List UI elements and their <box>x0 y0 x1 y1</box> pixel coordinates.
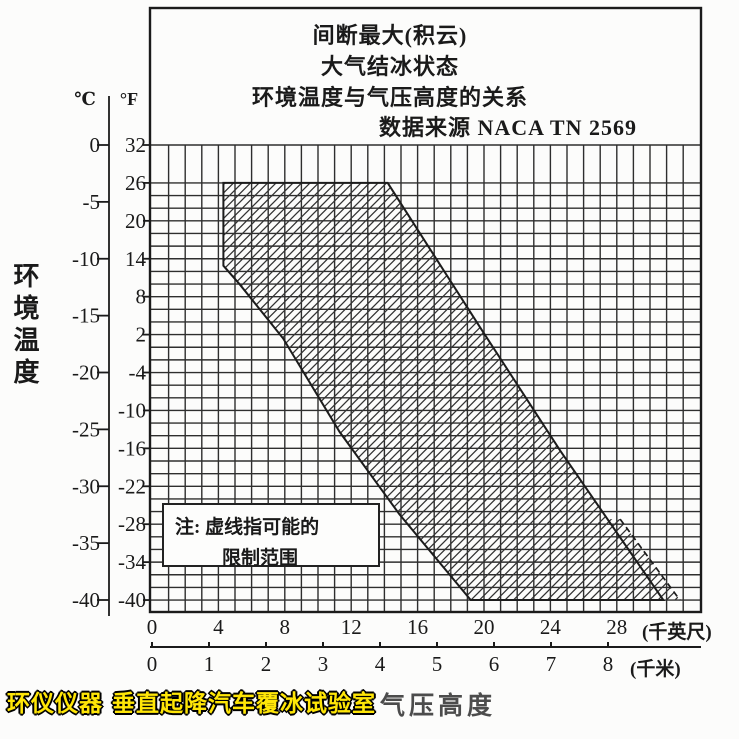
chart-title-line-3: 环境温度与气压高度的关系 <box>251 85 528 110</box>
km-tick-label: 4 <box>375 652 386 676</box>
feet-tick-label: 20 <box>474 615 495 639</box>
fahrenheit-axis <box>143 144 150 601</box>
feet-tick-label: 16 <box>407 615 428 639</box>
km-tick-label: 2 <box>261 652 272 676</box>
icing-envelope-region <box>222 181 681 601</box>
fahrenheit-unit-label: °F <box>119 89 139 109</box>
watermark-text: 环仪仪器 垂直起降汽车覆冰试验室 <box>7 691 377 717</box>
dashed-limit-line <box>619 518 681 601</box>
dashed-extension-hatch <box>607 519 680 600</box>
chart-title-line-2: 大气结冰状态 <box>320 54 459 79</box>
c-tick-label: -25 <box>72 417 100 441</box>
km-tick-label: 1 <box>204 652 215 676</box>
f-tick-label: -34 <box>118 550 146 574</box>
celsius-unit-label: ℃ <box>74 89 96 109</box>
feet-tick-label: 4 <box>213 615 224 639</box>
feet-tick-label: 24 <box>540 615 562 639</box>
f-tick-label: -10 <box>118 398 146 422</box>
c-tick-label: -20 <box>72 361 100 385</box>
x-axis-title: 气压高度 <box>380 693 497 720</box>
note-line-1: 注: 虚线指可能的 <box>175 517 320 538</box>
note-line-2: 限制范围 <box>222 548 299 569</box>
feet-tick-label: 28 <box>606 615 627 639</box>
f-tick-label: -4 <box>129 361 147 385</box>
celsius-axis <box>97 96 110 616</box>
c-tick-label: -40 <box>72 588 100 612</box>
feet-axis-unit: (千英尺) <box>642 622 712 643</box>
c-tick-label: -10 <box>72 247 100 271</box>
km-tick-label: 0 <box>147 652 158 676</box>
km-axis <box>150 642 701 648</box>
f-tick-label: -22 <box>118 474 146 498</box>
feet-tick-label: 12 <box>341 615 362 639</box>
c-tick-label: -5 <box>83 190 101 214</box>
chart-data-source: 数据来源 NACA TN 2569 <box>378 115 637 140</box>
km-tick-label: 8 <box>603 652 614 676</box>
km-axis-unit: (千米) <box>630 659 681 680</box>
f-tick-label: -16 <box>118 436 146 460</box>
c-tick-label: 0 <box>90 133 101 157</box>
f-tick-label: 26 <box>125 171 146 195</box>
feet-tick-label: 8 <box>280 615 291 639</box>
f-tick-label: 20 <box>125 209 146 233</box>
f-tick-label: 32 <box>125 133 146 157</box>
km-tick-label: 6 <box>489 652 500 676</box>
f-tick-label: 14 <box>125 247 147 271</box>
km-tick-label: 3 <box>318 652 329 676</box>
envelope-boundary <box>222 181 666 601</box>
c-tick-label: -15 <box>72 304 100 328</box>
feet-tick-label: 0 <box>147 615 158 639</box>
f-tick-label: -40 <box>118 588 146 612</box>
chart-title-line-1: 间断最大(积云) <box>312 23 468 48</box>
f-tick-label: -28 <box>118 512 146 536</box>
km-tick-label: 7 <box>546 652 557 676</box>
c-tick-label: -35 <box>72 531 100 555</box>
note-box: 注: 虚线指可能的 限制范围 <box>162 503 380 569</box>
y-axis-title: 环境温度 <box>10 262 39 390</box>
f-tick-label: 8 <box>136 285 147 309</box>
plot-border <box>148 6 703 614</box>
km-tick-label: 5 <box>432 652 443 676</box>
f-tick-label: 2 <box>136 323 147 347</box>
c-tick-label: -30 <box>72 474 100 498</box>
